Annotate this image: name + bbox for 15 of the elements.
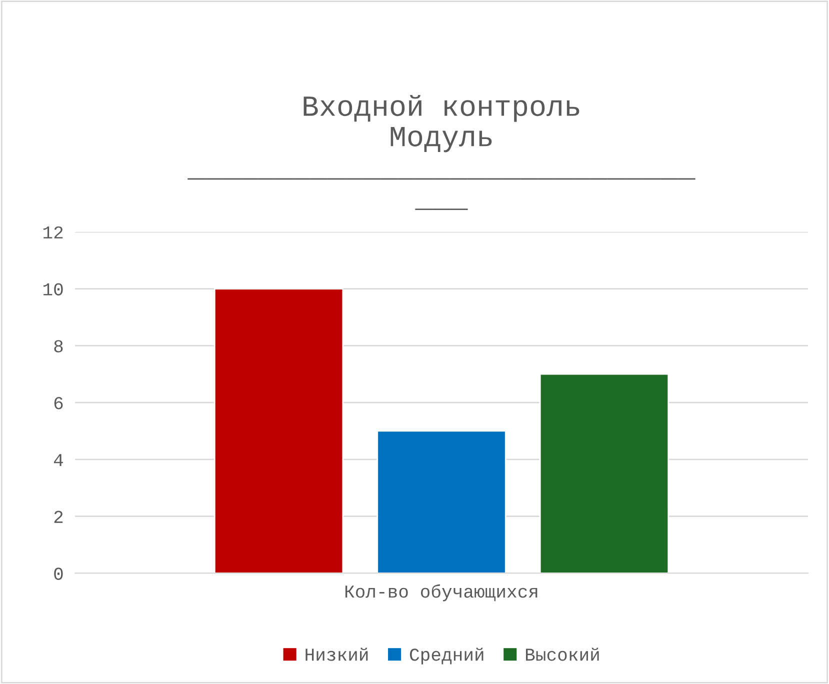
y-tick-label: 8: [54, 340, 63, 352]
legend-label: Низкий: [306, 648, 368, 661]
y-tick-label: 10: [44, 283, 63, 296]
y-tick-label: 0: [54, 568, 63, 580]
bar: [539, 373, 670, 574]
y-tick-label: 6: [54, 397, 63, 410]
y-tick-label: 12: [44, 226, 63, 238]
bar: [214, 288, 344, 574]
chart-title: Входной контроль Модуль _____________________________ ___: [188, 95, 696, 210]
y-tick-label: 2: [54, 510, 63, 523]
legend-label: Средний: [410, 648, 484, 664]
x-tick-label: Кол-во обучающихся: [345, 584, 538, 602]
y-tick-label: 4: [54, 454, 63, 466]
legend-label: Высокий: [526, 648, 599, 661]
bar: [376, 430, 506, 574]
